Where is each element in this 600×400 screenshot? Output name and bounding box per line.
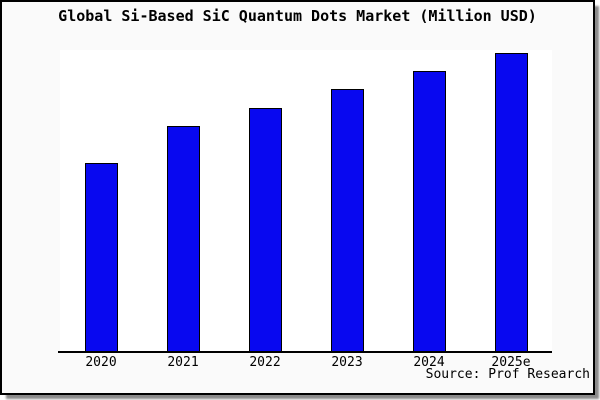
source-label: Source: Prof Research xyxy=(425,367,590,382)
bar-2023 xyxy=(330,89,364,351)
x-tick-label-2025e: 2025e xyxy=(491,355,531,370)
bar-2021 xyxy=(166,126,200,351)
x-tick-label-2024: 2024 xyxy=(413,355,445,370)
bar-2022 xyxy=(248,108,282,351)
bar-2020 xyxy=(84,163,118,351)
plot-area xyxy=(58,50,552,353)
page-title: Global Si-Based SiC Quantum Dots Market … xyxy=(58,7,537,25)
x-tick-label-2020: 2020 xyxy=(85,355,117,370)
x-tick-label-2023: 2023 xyxy=(331,355,363,370)
x-axis-line xyxy=(58,351,552,353)
x-tick-label-2021: 2021 xyxy=(167,355,199,370)
bar-2024 xyxy=(412,71,446,351)
bar-2025e xyxy=(494,53,528,351)
x-axis-tick-labels: 2020 2021 2022 2023 2024 2025e xyxy=(60,355,552,370)
x-tick-label-2022: 2022 xyxy=(249,355,281,370)
